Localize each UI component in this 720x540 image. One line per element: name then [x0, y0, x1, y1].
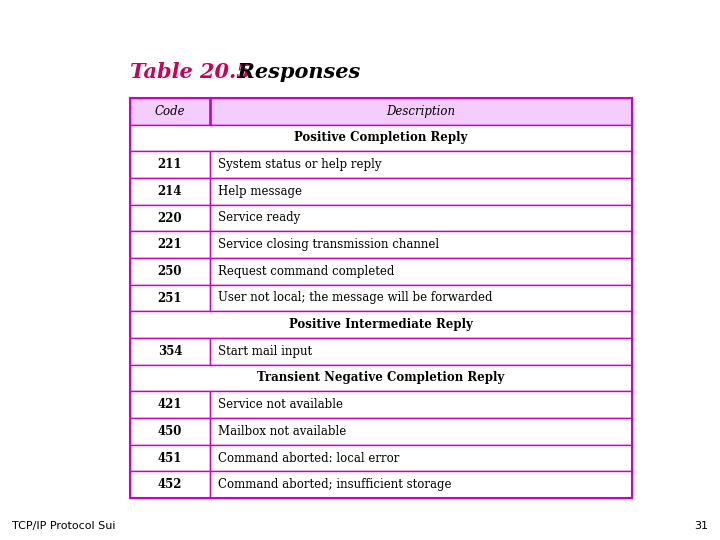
- Text: Positive Completion Reply: Positive Completion Reply: [294, 132, 468, 145]
- Text: 354: 354: [158, 345, 182, 358]
- Text: Transient Negative Completion Reply: Transient Negative Completion Reply: [257, 372, 505, 384]
- Text: Table 20.5: Table 20.5: [130, 62, 251, 82]
- Text: User not local; the message will be forwarded: User not local; the message will be forw…: [218, 292, 492, 305]
- Text: Service closing transmission channel: Service closing transmission channel: [218, 238, 439, 251]
- Text: 450: 450: [158, 425, 182, 438]
- Text: Start mail input: Start mail input: [218, 345, 312, 358]
- Text: Help message: Help message: [218, 185, 302, 198]
- Text: 250: 250: [158, 265, 182, 278]
- Text: 214: 214: [158, 185, 182, 198]
- Text: Code: Code: [155, 105, 185, 118]
- Text: Command aborted; insufficient storage: Command aborted; insufficient storage: [218, 478, 451, 491]
- Text: 452: 452: [158, 478, 182, 491]
- Text: 31: 31: [694, 521, 708, 531]
- Text: Request command completed: Request command completed: [218, 265, 395, 278]
- Text: 451: 451: [158, 451, 182, 464]
- Text: Service not available: Service not available: [218, 398, 343, 411]
- Text: TCP/IP Protocol Sui: TCP/IP Protocol Sui: [12, 521, 115, 531]
- Text: Positive Intermediate Reply: Positive Intermediate Reply: [289, 318, 473, 331]
- Text: 251: 251: [158, 292, 182, 305]
- Text: 421: 421: [158, 398, 182, 411]
- Text: Responses: Responses: [223, 62, 360, 82]
- Text: 221: 221: [158, 238, 182, 251]
- Text: System status or help reply: System status or help reply: [218, 158, 382, 171]
- Text: 220: 220: [158, 212, 182, 225]
- Text: Command aborted: local error: Command aborted: local error: [218, 451, 400, 464]
- Text: 211: 211: [158, 158, 182, 171]
- Text: Mailbox not available: Mailbox not available: [218, 425, 346, 438]
- Text: Description: Description: [387, 105, 456, 118]
- Text: Service ready: Service ready: [218, 212, 300, 225]
